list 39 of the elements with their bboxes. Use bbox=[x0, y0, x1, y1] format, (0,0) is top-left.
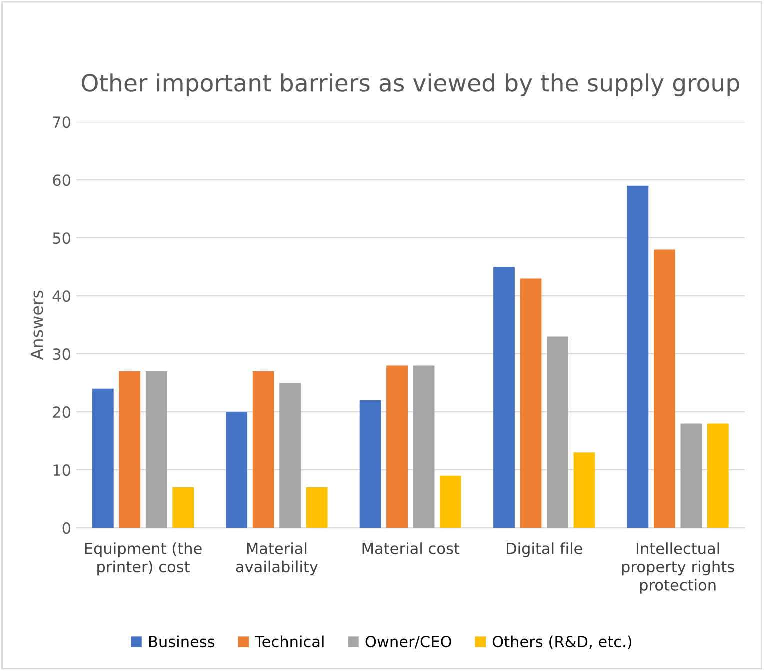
legend-label: Others (R&D, etc.) bbox=[492, 636, 632, 650]
bar bbox=[386, 366, 408, 528]
bar bbox=[413, 366, 435, 528]
bar bbox=[280, 383, 302, 528]
bar bbox=[306, 487, 328, 528]
y-tick-label: 30 bbox=[53, 348, 71, 360]
bar bbox=[494, 267, 515, 528]
bar bbox=[627, 186, 649, 528]
bar bbox=[119, 371, 141, 528]
legend-label: Owner/CEO bbox=[366, 636, 452, 649]
bar bbox=[680, 424, 702, 528]
bar bbox=[707, 424, 729, 528]
y-tick-label: 20 bbox=[53, 406, 71, 418]
y-tick-label: 0 bbox=[62, 522, 71, 534]
legend-label: Technical bbox=[255, 636, 324, 648]
chart-title: Other important barriers as viewed by the supply group bbox=[82, 74, 740, 96]
y-tick-label: 70 bbox=[53, 116, 71, 128]
bar bbox=[92, 388, 114, 528]
bar bbox=[146, 371, 168, 528]
bar bbox=[440, 476, 462, 528]
x-tick-label: Material cost bbox=[362, 542, 460, 554]
y-tick-label: 60 bbox=[53, 174, 71, 186]
x-tick-label: Intellectual property rights protection bbox=[622, 542, 734, 594]
legend-label: Business bbox=[149, 636, 215, 648]
y-axis-title: Answers bbox=[30, 290, 44, 360]
y-tick-label: 40 bbox=[52, 290, 71, 302]
bar bbox=[520, 278, 542, 528]
bar bbox=[252, 371, 274, 528]
bar bbox=[574, 452, 596, 528]
x-tick-label: Equipment (the printer) cost bbox=[85, 542, 202, 576]
bar bbox=[547, 336, 568, 528]
bar bbox=[226, 412, 248, 528]
x-tick-label: Material availability bbox=[236, 542, 318, 576]
x-tick-label: Digital file bbox=[507, 542, 582, 558]
y-tick-label: 50 bbox=[53, 232, 71, 244]
y-tick-label: 10 bbox=[54, 464, 71, 476]
bar bbox=[654, 250, 676, 528]
bar bbox=[360, 400, 382, 528]
bar bbox=[172, 487, 194, 528]
